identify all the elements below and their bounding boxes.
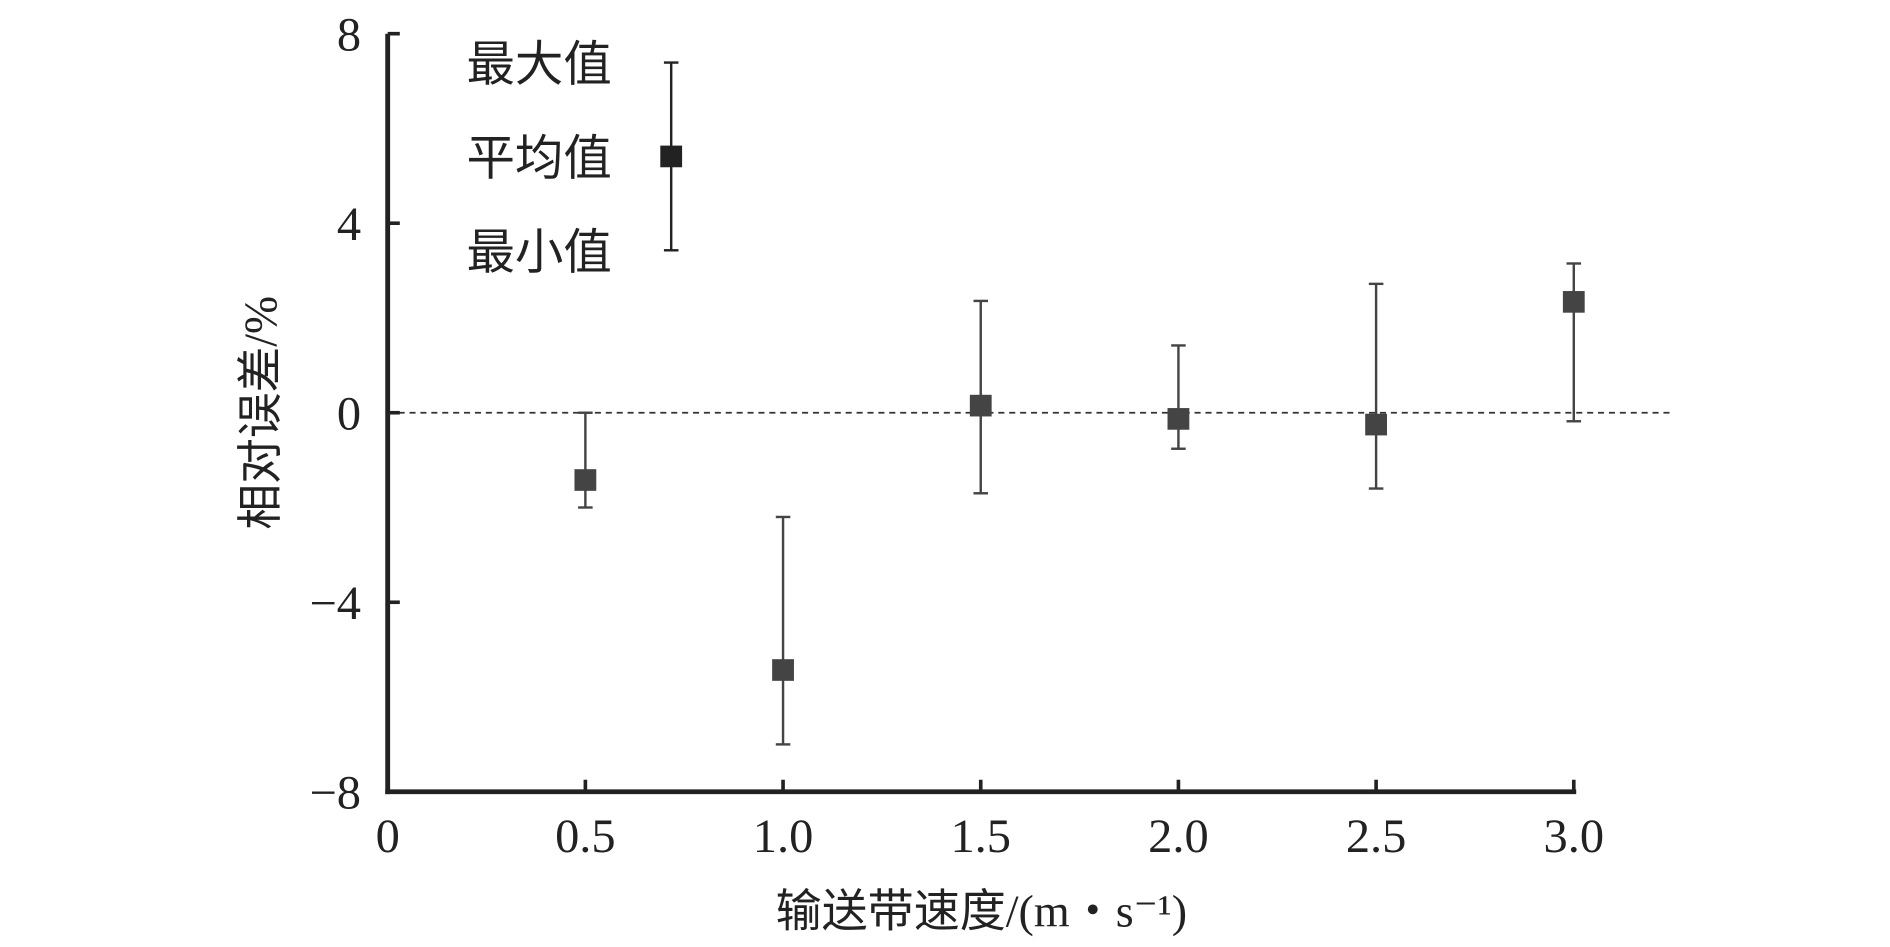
y-tick-label: −4 — [309, 577, 361, 630]
y-tick-label: 4 — [337, 198, 361, 251]
legend-mean-label: 平均值 — [466, 133, 611, 186]
legend-min-label: 最小值 — [466, 226, 611, 279]
y-tick-label: −8 — [309, 767, 361, 820]
x-tick-label: 0.5 — [555, 810, 616, 863]
data-marks — [574, 262, 1585, 746]
mean-marker — [969, 394, 992, 417]
y-axis-label: 相对误差/% — [235, 296, 286, 530]
axes: 8 4 0 −4 −8 0 0.5 1.0 1.5 2.0 2.5 3.0 — [309, 9, 1675, 863]
y-tick-label: 8 — [337, 9, 361, 62]
mean-marker — [1167, 408, 1190, 430]
x-tick-label: 2.5 — [1346, 810, 1407, 863]
x-tick-label: 1.5 — [950, 810, 1011, 863]
x-tick-label: 1.0 — [753, 810, 814, 863]
mean-marker — [574, 469, 597, 491]
mean-marker — [660, 145, 683, 168]
mean-marker — [1365, 413, 1388, 436]
legend: 最大值 平均值 最小值 — [466, 39, 683, 279]
x-tick-label: 0 — [376, 810, 400, 863]
legend-max-label: 最大值 — [466, 39, 611, 92]
mean-marker — [772, 659, 794, 681]
y-tick-label: 0 — [337, 388, 361, 441]
x-axis-label: 输送带速度/(m・s⁻¹) — [776, 886, 1187, 937]
x-tick-label: 3.0 — [1544, 810, 1605, 863]
x-tick-label: 2.0 — [1148, 810, 1209, 863]
mean-marker — [1562, 291, 1585, 313]
